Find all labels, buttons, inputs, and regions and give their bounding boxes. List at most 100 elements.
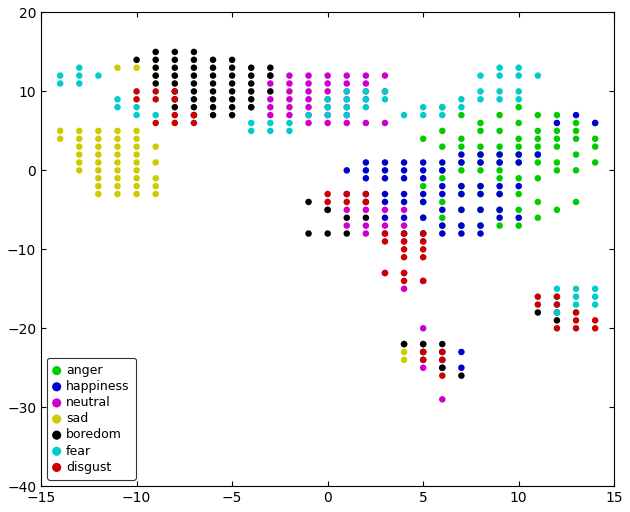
disgust [571, 308, 581, 316]
happiness [495, 214, 505, 222]
anger [418, 135, 428, 143]
boredom [169, 103, 180, 111]
disgust [552, 324, 562, 332]
happiness [533, 151, 543, 159]
disgust [169, 88, 180, 96]
disgust [169, 119, 180, 127]
fear [74, 72, 84, 80]
neutral [341, 119, 352, 127]
fear [590, 285, 600, 293]
neutral [284, 103, 294, 111]
neutral [361, 222, 371, 230]
disgust [418, 229, 428, 238]
boredom [208, 88, 218, 96]
happiness [418, 229, 428, 238]
happiness [361, 166, 371, 175]
anger [533, 142, 543, 151]
sad [151, 190, 161, 198]
neutral [284, 95, 294, 103]
disgust [361, 190, 371, 198]
neutral [341, 222, 352, 230]
anger [571, 135, 581, 143]
sad [132, 158, 142, 166]
fear [55, 72, 65, 80]
anger [456, 222, 466, 230]
fear [284, 127, 294, 135]
boredom [265, 72, 275, 80]
fear [361, 88, 371, 96]
sad [132, 127, 142, 135]
disgust [151, 119, 161, 127]
happiness [437, 182, 447, 190]
fear [418, 103, 428, 111]
disgust [189, 119, 199, 127]
anger [418, 229, 428, 238]
neutral [399, 285, 409, 293]
boredom [169, 88, 180, 96]
sad [151, 174, 161, 182]
sad [112, 142, 122, 151]
happiness [476, 222, 486, 230]
neutral [284, 72, 294, 80]
fear [513, 72, 524, 80]
disgust [418, 277, 428, 285]
fear [341, 111, 352, 119]
fear [476, 95, 486, 103]
anger [513, 103, 524, 111]
anger [456, 206, 466, 214]
happiness [456, 364, 466, 372]
happiness [437, 356, 447, 364]
anger [590, 119, 600, 127]
sad [93, 151, 103, 159]
neutral [323, 79, 333, 88]
disgust [132, 88, 142, 96]
happiness [513, 158, 524, 166]
boredom [227, 88, 237, 96]
neutral [361, 119, 371, 127]
boredom [208, 63, 218, 72]
boredom [151, 56, 161, 64]
neutral [284, 79, 294, 88]
fear [437, 103, 447, 111]
neutral [418, 238, 428, 246]
fear [552, 285, 562, 293]
disgust [399, 277, 409, 285]
anger [437, 198, 447, 206]
sad [151, 72, 161, 80]
fear [304, 111, 314, 119]
boredom [552, 316, 562, 325]
happiness [456, 348, 466, 356]
neutral [304, 111, 314, 119]
disgust [189, 111, 199, 119]
anger [513, 222, 524, 230]
neutral [304, 79, 314, 88]
boredom [323, 229, 333, 238]
neutral [380, 88, 390, 96]
boredom [151, 63, 161, 72]
sad [151, 142, 161, 151]
happiness [571, 111, 581, 119]
anger [476, 142, 486, 151]
anger [495, 174, 505, 182]
disgust [361, 198, 371, 206]
boredom [208, 72, 218, 80]
happiness [476, 206, 486, 214]
neutral [304, 72, 314, 80]
happiness [399, 166, 409, 175]
anger [437, 103, 447, 111]
happiness [476, 158, 486, 166]
boredom [169, 72, 180, 80]
disgust [437, 348, 447, 356]
anger [552, 135, 562, 143]
boredom [189, 111, 199, 119]
boredom [169, 63, 180, 72]
sad [93, 190, 103, 198]
neutral [361, 88, 371, 96]
neutral [323, 111, 333, 119]
sad [112, 63, 122, 72]
neutral [304, 88, 314, 96]
disgust [590, 316, 600, 325]
sad [93, 135, 103, 143]
boredom [189, 56, 199, 64]
anger [476, 222, 486, 230]
